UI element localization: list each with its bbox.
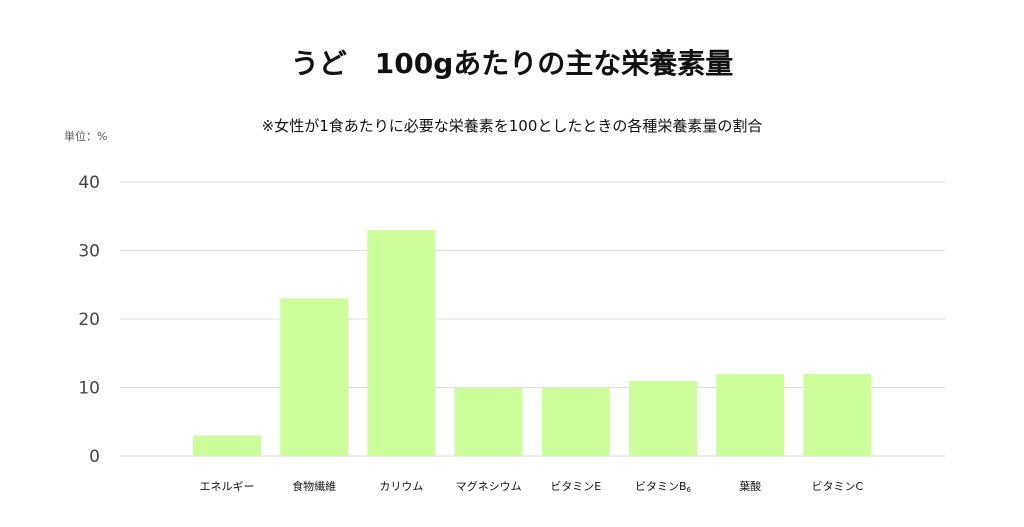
- y-tick-label: 10: [78, 379, 100, 399]
- x-tick-label: ビタミンC: [812, 480, 864, 493]
- y-tick-label: 40: [78, 173, 100, 193]
- bar: [803, 373, 872, 456]
- x-tick-label: エネルギー: [200, 480, 255, 493]
- bar: [193, 435, 261, 456]
- bar: [454, 387, 523, 456]
- x-tick-label: ビタミンB6: [635, 480, 692, 494]
- y-tick-label: 30: [78, 242, 100, 262]
- x-tick-label: 食物繊維: [292, 479, 336, 493]
- chart-subtitle: ※女性が1食あたりに必要な栄養素を100としたときの各種栄養素量の割合: [261, 117, 763, 135]
- unit-label: 単位：%: [64, 130, 108, 143]
- x-tick-label: 葉酸: [739, 479, 761, 493]
- x-axis-ticks: エネルギー 食物繊維 カリウム マグネシウム ビタミンE ビタミンB6 葉酸 ビタミンC: [200, 479, 864, 494]
- x-tick-label: カリウム: [379, 480, 423, 493]
- y-tick-label: 20: [78, 310, 100, 330]
- bar: [280, 298, 349, 456]
- x-tick-label: ビタミンE: [550, 480, 601, 493]
- bars: [193, 229, 872, 456]
- y-axis-ticks: 0 10 20 30 40: [78, 173, 100, 467]
- bar: [629, 380, 697, 456]
- bar: [716, 373, 785, 456]
- y-tick-label: 0: [89, 447, 100, 467]
- chart-title: うど 100gあたりの主な栄養素量: [290, 47, 734, 80]
- x-tick-label: マグネシウム: [456, 479, 522, 493]
- bar: [367, 229, 436, 456]
- bar: [541, 387, 610, 456]
